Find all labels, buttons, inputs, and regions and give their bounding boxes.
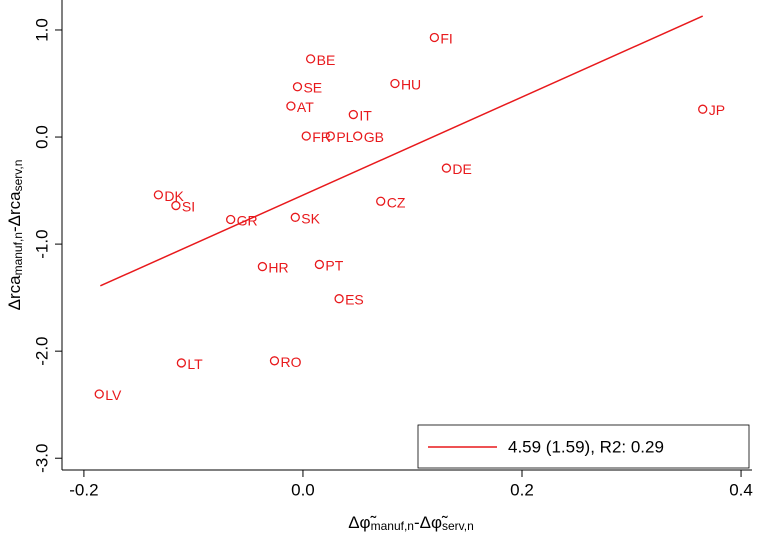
point-label: GB bbox=[364, 129, 384, 145]
x-tick-label: 0.0 bbox=[291, 481, 315, 500]
point bbox=[176, 358, 187, 368]
point bbox=[171, 200, 181, 211]
x-tick-label: -0.2 bbox=[69, 481, 98, 500]
point bbox=[441, 163, 452, 173]
x-label-part: Δφ̃ bbox=[348, 513, 376, 532]
point-label: GR bbox=[237, 212, 258, 228]
point-label: HR bbox=[268, 260, 288, 276]
point-label: HU bbox=[401, 77, 421, 93]
y-tick-label: -3.0 bbox=[33, 444, 52, 473]
fit-line bbox=[100, 15, 704, 287]
point-label: JP bbox=[709, 102, 725, 118]
point-label: FR bbox=[312, 129, 331, 145]
x-label-part: -Δφ̃ bbox=[414, 513, 448, 532]
y-label-sub: serv,n bbox=[11, 160, 25, 192]
point-label: DE bbox=[452, 161, 471, 177]
point bbox=[257, 261, 268, 272]
point-label: AT bbox=[297, 99, 314, 115]
y-label-part: -Δrca bbox=[5, 191, 24, 232]
point bbox=[698, 104, 708, 114]
point-label: PT bbox=[325, 257, 343, 273]
point bbox=[94, 389, 104, 399]
point bbox=[292, 82, 303, 92]
y-axis-label: Δrcamanuf,n-Δrcaserv,n bbox=[5, 160, 26, 311]
point bbox=[314, 259, 325, 270]
point bbox=[376, 196, 386, 206]
point bbox=[290, 212, 300, 222]
point-label: SK bbox=[301, 210, 320, 226]
point-label: LT bbox=[187, 356, 203, 372]
legend-label: 4.59 (1.59), R2: 0.29 bbox=[508, 438, 664, 457]
point bbox=[348, 109, 358, 120]
point bbox=[334, 294, 344, 304]
point-label: RO bbox=[280, 354, 301, 370]
point bbox=[301, 131, 311, 141]
point bbox=[226, 214, 236, 225]
point-label: ES bbox=[345, 292, 364, 308]
point-label: SI bbox=[182, 199, 195, 215]
point-label: IT bbox=[359, 108, 372, 124]
y-label-part: Δrca bbox=[5, 275, 24, 311]
point-label: DK bbox=[164, 188, 184, 204]
point-label: FI bbox=[440, 30, 452, 46]
y-tick-label: 1.0 bbox=[33, 18, 52, 42]
y-label-sub: manuf,n bbox=[11, 232, 25, 275]
point-label: BE bbox=[317, 52, 336, 68]
point bbox=[305, 54, 316, 64]
x-label-sub: serv,n bbox=[442, 519, 474, 533]
point bbox=[390, 78, 400, 89]
point bbox=[325, 131, 335, 141]
point bbox=[286, 101, 296, 111]
y-tick-label: 0.0 bbox=[33, 125, 52, 149]
point-label: LV bbox=[105, 387, 122, 403]
point-label: PL bbox=[336, 129, 353, 145]
legend: 4.59 (1.59), R2: 0.29 bbox=[417, 424, 750, 469]
point-label: SE bbox=[303, 80, 322, 96]
y-tick-label: -2.0 bbox=[33, 337, 52, 366]
point bbox=[269, 356, 280, 366]
point bbox=[153, 190, 164, 200]
x-axis-label: Δφ̃manuf,n-Δφ̃serv,n bbox=[348, 513, 474, 534]
point-label: CZ bbox=[387, 194, 406, 210]
x-tick-label: 0.2 bbox=[510, 481, 534, 500]
x-label-sub: manuf,n bbox=[371, 519, 414, 533]
point bbox=[353, 131, 363, 141]
point bbox=[429, 32, 440, 43]
x-tick-label: 0.4 bbox=[729, 481, 753, 500]
y-tick-label: -1.0 bbox=[33, 229, 52, 258]
